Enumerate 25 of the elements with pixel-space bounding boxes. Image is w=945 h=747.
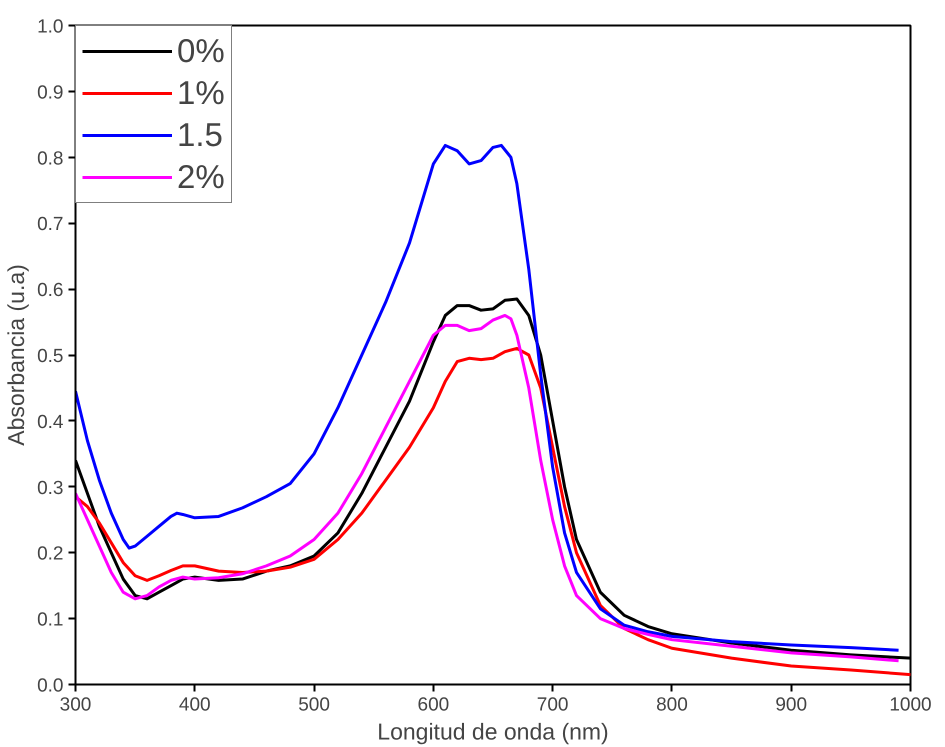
x-tick-label: 700 [536, 694, 568, 716]
y-tick-label: 0.6 [37, 280, 64, 302]
y-tick-label: 0.5 [37, 346, 64, 367]
y-tick-label: 0.8 [37, 148, 64, 170]
x-tick-label: 500 [298, 694, 330, 716]
x-tick-label: 1000 [889, 694, 932, 716]
y-tick-label: 0.3 [37, 478, 64, 499]
y-axis-title: Absorbancia (u.a) [3, 264, 30, 446]
y-tick-label: 0.4 [37, 412, 64, 433]
legend-label: 1% [177, 74, 225, 112]
x-tick-label: 800 [656, 694, 688, 716]
x-tick-label: 900 [775, 694, 808, 716]
x-axis-title: Longitud de onda (nm) [377, 718, 609, 744]
y-tick-label: 0.1 [37, 610, 64, 631]
y-tick-label: 0.9 [37, 82, 64, 104]
x-tick-label: 400 [178, 694, 211, 716]
x-tick-label: 600 [418, 694, 450, 716]
x-tick-label: 300 [60, 694, 92, 716]
y-tick-label: 0.0 [37, 676, 64, 696]
y-tick-label: 0.2 [37, 544, 64, 565]
y-tick-label: 1.0 [37, 16, 64, 38]
legend-label: 1.5 [177, 116, 223, 154]
y-tick-label: 0.7 [37, 214, 64, 236]
legend-label: 2% [177, 158, 225, 196]
legend-label: 0% [177, 32, 225, 70]
